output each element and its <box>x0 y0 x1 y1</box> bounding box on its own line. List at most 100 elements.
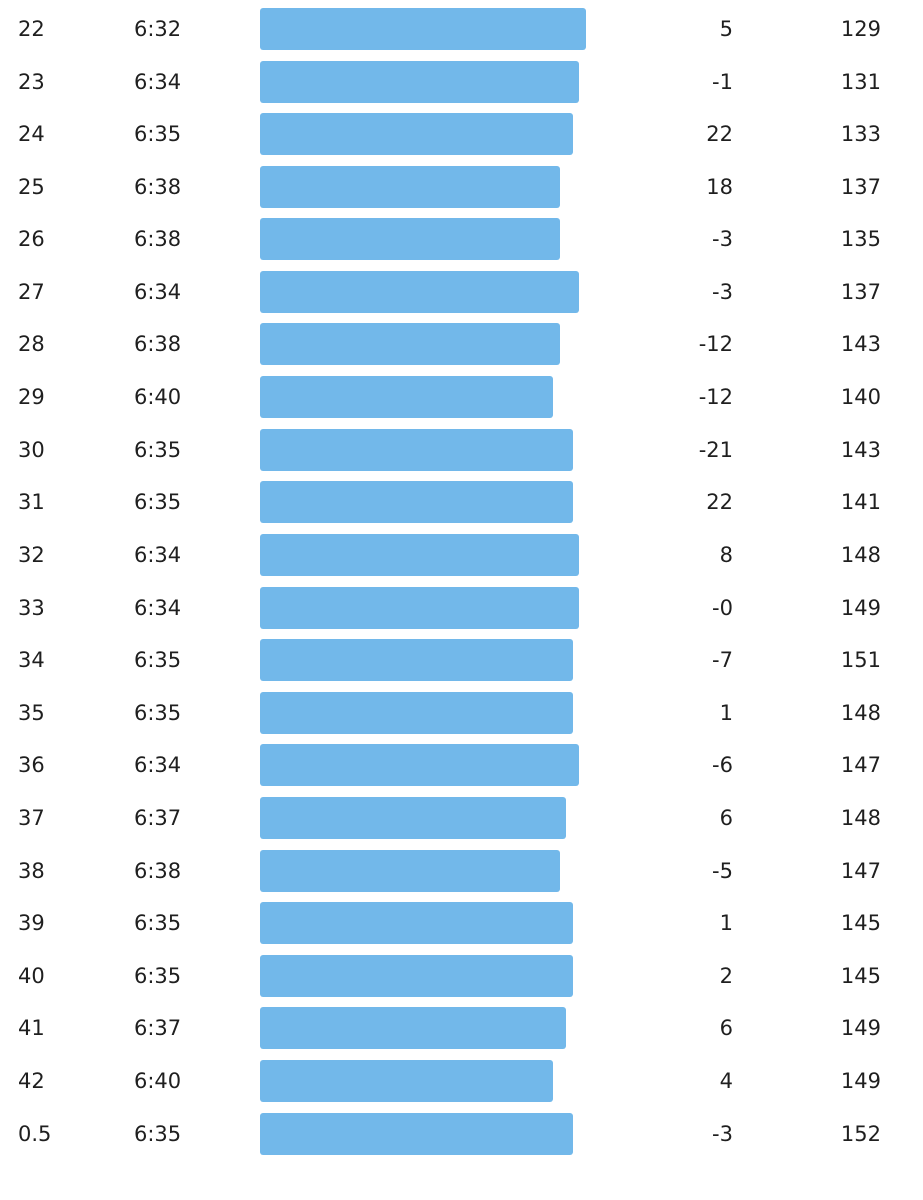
split-elevation: 6 <box>719 806 733 830</box>
split-elevation: 1 <box>719 911 733 935</box>
split-heart-rate: 148 <box>840 543 881 567</box>
pace-bar <box>260 61 579 103</box>
pace-bar <box>260 587 579 629</box>
pace-bar <box>260 113 573 155</box>
pace-bar <box>260 166 560 208</box>
split-pace: 6:34 <box>134 753 182 777</box>
split-heart-rate: 137 <box>840 175 881 199</box>
split-elevation: 8 <box>719 543 733 567</box>
split-km: 41 <box>18 1016 45 1040</box>
split-km: 0.5 <box>18 1122 52 1146</box>
pace-bar <box>260 1060 553 1102</box>
split-heart-rate: 148 <box>840 701 881 725</box>
split-heart-rate: 131 <box>840 70 881 94</box>
split-heart-rate: 147 <box>840 753 881 777</box>
split-pace: 6:32 <box>134 17 182 41</box>
split-heart-rate: 135 <box>840 227 881 251</box>
split-row: 36 6:34 -6 147 <box>0 737 923 789</box>
split-km: 22 <box>18 17 45 41</box>
split-heart-rate: 148 <box>840 806 881 830</box>
split-row: 42 6:40 4 149 <box>0 1053 923 1105</box>
pace-bar <box>260 534 579 576</box>
split-km: 27 <box>18 280 45 304</box>
split-elevation: 22 <box>706 122 733 146</box>
split-km: 29 <box>18 385 45 409</box>
split-row: 32 6:34 8 148 <box>0 527 923 579</box>
split-row: 31 6:35 22 141 <box>0 474 923 526</box>
split-elevation: -1 <box>712 70 733 94</box>
split-heart-rate: 143 <box>840 332 881 356</box>
split-heart-rate: 145 <box>840 964 881 988</box>
split-km: 25 <box>18 175 45 199</box>
pace-bar <box>260 481 573 523</box>
split-row: 23 6:34 -1 131 <box>0 54 923 106</box>
split-pace: 6:38 <box>134 175 182 199</box>
split-row: 33 6:34 -0 149 <box>0 580 923 632</box>
split-row: 30 6:35 -21 143 <box>0 422 923 474</box>
split-elevation: -3 <box>712 227 733 251</box>
split-pace: 6:34 <box>134 596 182 620</box>
split-heart-rate: 152 <box>840 1122 881 1146</box>
split-elevation: -12 <box>698 332 733 356</box>
pace-bar <box>260 797 566 839</box>
pace-bar <box>260 323 560 365</box>
split-row: 34 6:35 -7 151 <box>0 632 923 684</box>
split-pace: 6:35 <box>134 438 182 462</box>
split-heart-rate: 140 <box>840 385 881 409</box>
split-heart-rate: 133 <box>840 122 881 146</box>
split-elevation: 18 <box>706 175 733 199</box>
pace-bar <box>260 639 573 681</box>
split-km: 34 <box>18 648 45 672</box>
split-pace: 6:40 <box>134 385 182 409</box>
split-row: 35 6:35 1 148 <box>0 685 923 737</box>
split-km: 26 <box>18 227 45 251</box>
pace-bar <box>260 429 573 471</box>
split-pace: 6:35 <box>134 490 182 514</box>
split-elevation: 5 <box>719 17 733 41</box>
split-pace: 6:37 <box>134 1016 182 1040</box>
split-pace: 6:37 <box>134 806 182 830</box>
split-elevation: 2 <box>719 964 733 988</box>
split-elevation: 22 <box>706 490 733 514</box>
split-pace: 6:34 <box>134 70 182 94</box>
split-row: 22 6:32 5 129 <box>0 1 923 53</box>
pace-bar <box>260 1007 566 1049</box>
split-heart-rate: 151 <box>840 648 881 672</box>
split-pace: 6:38 <box>134 227 182 251</box>
split-heart-rate: 147 <box>840 859 881 883</box>
split-elevation: -5 <box>712 859 733 883</box>
split-elevation: 1 <box>719 701 733 725</box>
split-row: 38 6:38 -5 147 <box>0 843 923 895</box>
split-row: 26 6:38 -3 135 <box>0 211 923 263</box>
split-km: 42 <box>18 1069 45 1093</box>
split-elevation: -3 <box>712 1122 733 1146</box>
pace-bar <box>260 376 553 418</box>
split-heart-rate: 145 <box>840 911 881 935</box>
split-row: 37 6:37 6 148 <box>0 790 923 842</box>
split-elevation: -6 <box>712 753 733 777</box>
split-pace: 6:35 <box>134 122 182 146</box>
pace-bar <box>260 955 573 997</box>
split-pace: 6:35 <box>134 648 182 672</box>
split-km: 40 <box>18 964 45 988</box>
split-km: 28 <box>18 332 45 356</box>
split-pace: 6:34 <box>134 543 182 567</box>
split-km: 37 <box>18 806 45 830</box>
pace-bar <box>260 1113 573 1155</box>
split-pace: 6:38 <box>134 332 182 356</box>
split-km: 24 <box>18 122 45 146</box>
split-pace: 6:35 <box>134 964 182 988</box>
split-km: 23 <box>18 70 45 94</box>
split-heart-rate: 149 <box>840 1069 881 1093</box>
pace-bar <box>260 744 579 786</box>
split-km: 30 <box>18 438 45 462</box>
split-elevation: -12 <box>698 385 733 409</box>
split-heart-rate: 129 <box>840 17 881 41</box>
split-pace: 6:35 <box>134 701 182 725</box>
split-row: 25 6:38 18 137 <box>0 159 923 211</box>
split-km: 31 <box>18 490 45 514</box>
split-elevation: -7 <box>712 648 733 672</box>
pace-bar <box>260 850 560 892</box>
split-heart-rate: 141 <box>840 490 881 514</box>
split-row: 29 6:40 -12 140 <box>0 369 923 421</box>
